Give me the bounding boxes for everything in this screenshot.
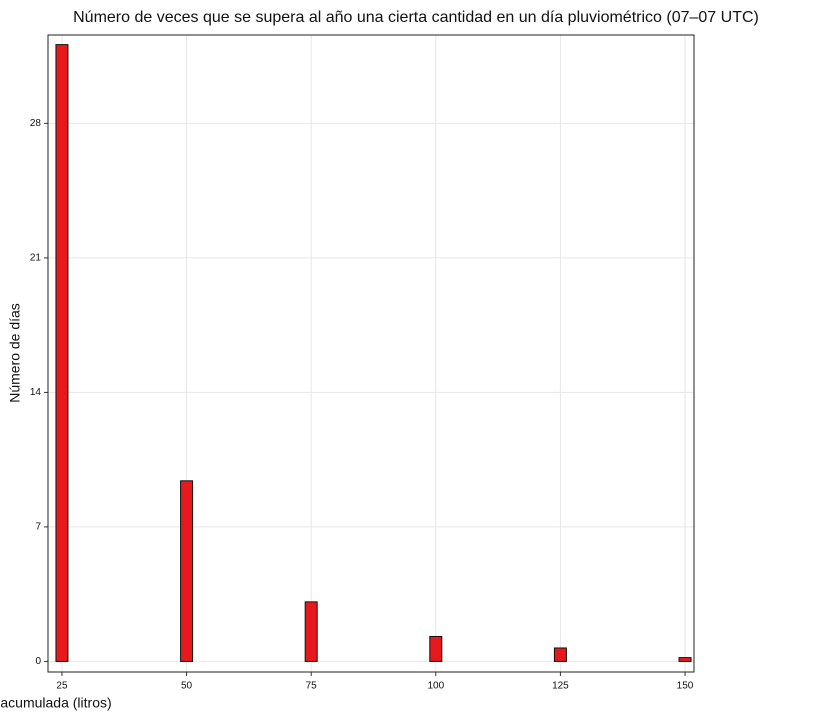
bar bbox=[180, 480, 194, 662]
plot-border bbox=[47, 34, 695, 673]
y-tick-label: 21 bbox=[30, 253, 42, 264]
y-tick-label: 0 bbox=[35, 656, 41, 667]
x-tick-label: 150 bbox=[677, 681, 694, 692]
bar bbox=[55, 44, 69, 662]
y-tick-label: 7 bbox=[35, 522, 41, 533]
bar bbox=[553, 647, 567, 662]
x-tick-label: 125 bbox=[552, 681, 569, 692]
x-tick-label: 100 bbox=[427, 681, 444, 692]
y-axis-label: Número de días bbox=[7, 303, 23, 403]
bar bbox=[678, 657, 692, 662]
x-tick-label: 25 bbox=[56, 681, 68, 692]
x-axis-label: Precipitación acumulada (litros) bbox=[0, 695, 112, 711]
x-tick-label: 50 bbox=[181, 681, 193, 692]
bar bbox=[429, 635, 443, 662]
bar bbox=[304, 601, 318, 662]
y-tick-label: 28 bbox=[30, 118, 42, 129]
y-tick-label: 14 bbox=[30, 387, 42, 398]
x-tick-label: 75 bbox=[306, 681, 318, 692]
chart-title: Número de veces que se supera al año una… bbox=[73, 9, 759, 26]
